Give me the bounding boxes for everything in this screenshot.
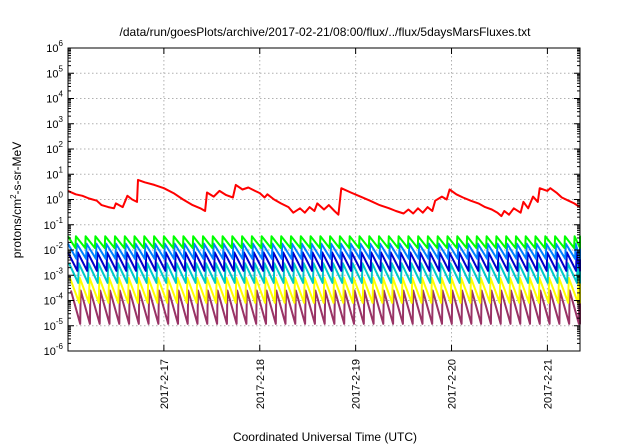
x-tick-label: 2017-2-17 <box>159 359 171 409</box>
y-tick-label: 10-6 <box>44 342 64 358</box>
x-tick-label: 2017-2-21 <box>542 359 554 409</box>
x-axis-label: Coordinated Universal Time (UTC) <box>233 430 417 444</box>
series-line-4 <box>67 251 581 272</box>
x-tick-label: 2017-2-20 <box>447 359 459 409</box>
chart-title: /data/run/goesPlots/archive/2017-02-21/0… <box>120 25 532 39</box>
y-axis-label-base: protons/cm <box>10 199 24 258</box>
y-tick-label: 106 <box>46 39 63 55</box>
series-line-7 <box>69 289 581 325</box>
y-tick-label: 105 <box>46 64 63 80</box>
y-tick-label: 102 <box>46 140 63 156</box>
y-tick-label: 101 <box>46 165 63 181</box>
y-tick-label: 10-3 <box>44 266 64 282</box>
y-axis-label: protons/cm2-s-sr-MeV <box>9 142 24 258</box>
y-tick-label: 10-4 <box>44 292 64 308</box>
series-line-6 <box>68 276 581 304</box>
y-tick-label: 10-1 <box>44 216 64 232</box>
y-tick-label: 10-5 <box>44 317 64 333</box>
y-tick-label: 100 <box>46 191 63 207</box>
x-tick-label: 2017-2-19 <box>351 359 363 409</box>
y-tick-label: 104 <box>46 90 63 106</box>
series-line-2 <box>67 235 581 249</box>
y-tick-label: 103 <box>46 115 63 131</box>
ticks: 10-6 10-5 10-4 10-3 10-2 10-1 100 101 102 103 104 1… <box>44 39 580 409</box>
series-layer <box>67 178 581 325</box>
y-tick-label: 10-2 <box>44 241 64 257</box>
y-axis-label-sup: 2 <box>9 194 18 199</box>
series-line-5 <box>68 262 581 284</box>
x-tick-label: 2017-2-18 <box>255 359 267 409</box>
y-axis-label-rest: -s-sr-MeV <box>10 142 24 195</box>
series-line-3 <box>67 242 581 260</box>
series-line-1 <box>67 178 581 218</box>
